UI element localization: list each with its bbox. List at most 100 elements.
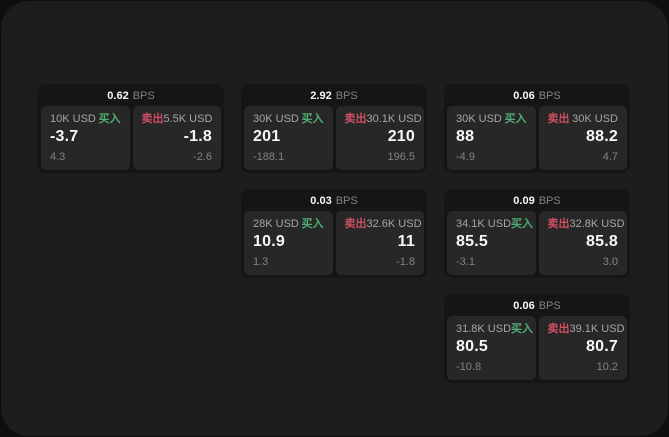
buy-panel-header: 31.8K USD 买入 xyxy=(456,323,533,336)
card-header: 0.06 BPS xyxy=(447,87,627,106)
card-header: 0.09 BPS xyxy=(447,192,627,211)
buy-quote-panel[interactable]: 31.8K USD 买入 80.5 -10.8 xyxy=(447,316,536,380)
bps-value: 0.06 xyxy=(513,90,535,102)
quote-card: 0.09 BPS 34.1K USD 买入 85.5 -3.1 卖出 32.8K… xyxy=(444,189,630,278)
sell-price: 210 xyxy=(387,128,415,145)
buy-panel-header: 10K USD 买入 xyxy=(50,113,121,126)
sell-side-tag: 卖出 xyxy=(344,218,367,230)
bps-unit-label: BPS xyxy=(335,90,358,102)
buy-delta: 4.3 xyxy=(50,151,66,163)
card-body: 34.1K USD 买入 85.5 -3.1 卖出 32.8K USD 85.8… xyxy=(447,211,627,275)
sell-panel-header: 卖出 32.8K USD xyxy=(547,218,625,231)
buy-price: -3.7 xyxy=(50,128,79,145)
buy-amount: 10K USD xyxy=(50,113,96,125)
buy-quote-panel[interactable]: 28K USD 买入 10.9 1.3 xyxy=(244,211,333,275)
buy-side-tag: 买入 xyxy=(504,113,527,125)
buy-amount: 31.8K USD xyxy=(456,323,512,335)
quotes-grid: 0.62 BPS 10K USD 买入 -3.7 4.3 卖出 5.5K USD… xyxy=(38,84,630,383)
card-body: 10K USD 买入 -3.7 4.3 卖出 5.5K USD -1.8 -2.… xyxy=(41,106,221,170)
sell-quote-panel[interactable]: 卖出 32.8K USD 85.8 3.0 xyxy=(538,211,627,275)
buy-quote-panel[interactable]: 30K USD 买入 88 -4.9 xyxy=(447,106,536,170)
quote-card: 2.92 BPS 30K USD 买入 201 -188.1 卖出 30.1K … xyxy=(241,84,427,173)
sell-price: -1.8 xyxy=(183,128,212,145)
card-header: 0.06 BPS xyxy=(447,297,627,316)
buy-delta: -4.9 xyxy=(456,151,475,163)
sell-quote-panel[interactable]: 卖出 30K USD 88.2 4.7 xyxy=(538,106,627,170)
sell-delta: -2.6 xyxy=(193,151,212,163)
card-header: 0.62 BPS xyxy=(41,87,221,106)
sell-delta: 10.2 xyxy=(596,361,618,373)
buy-delta: -3.1 xyxy=(456,256,475,268)
sell-side-tag: 卖出 xyxy=(141,113,164,125)
bps-value: 0.09 xyxy=(513,195,535,207)
card-body: 30K USD 买入 88 -4.9 卖出 30K USD 88.2 4.7 xyxy=(447,106,627,170)
sell-side-tag: 卖出 xyxy=(547,113,570,125)
bps-value: 0.62 xyxy=(107,90,129,102)
buy-price: 80.5 xyxy=(456,338,488,355)
sell-amount: 5.5K USD xyxy=(163,113,213,125)
bps-unit-label: BPS xyxy=(538,300,561,312)
buy-delta: 1.3 xyxy=(253,256,269,268)
buy-side-tag: 买入 xyxy=(301,113,324,125)
card-body: 31.8K USD 买入 80.5 -10.8 卖出 39.1K USD 80.… xyxy=(447,316,627,380)
buy-side-tag: 买入 xyxy=(511,323,534,335)
sell-panel-header: 卖出 5.5K USD xyxy=(142,113,213,126)
card-body: 28K USD 买入 10.9 1.3 卖出 32.6K USD 11 -1.8 xyxy=(244,211,424,275)
bps-value: 0.03 xyxy=(310,195,332,207)
sell-delta: -1.8 xyxy=(396,256,415,268)
buy-quote-panel[interactable]: 34.1K USD 买入 85.5 -3.1 xyxy=(447,211,536,275)
bps-value: 2.92 xyxy=(310,90,332,102)
bps-unit-label: BPS xyxy=(538,90,561,102)
card-header: 2.92 BPS xyxy=(244,87,424,106)
quote-card: 0.06 BPS 30K USD 买入 88 -4.9 卖出 30K USD 8… xyxy=(444,84,630,173)
buy-amount: 30K USD xyxy=(456,113,502,125)
sell-side-tag: 卖出 xyxy=(547,323,570,335)
buy-panel-header: 34.1K USD 买入 xyxy=(456,218,533,231)
buy-quote-panel[interactable]: 30K USD 买入 201 -188.1 xyxy=(244,106,333,170)
sell-amount: 39.1K USD xyxy=(569,323,625,335)
bps-value: 0.06 xyxy=(513,300,535,312)
sell-side-tag: 卖出 xyxy=(344,113,367,125)
buy-panel-header: 30K USD 买入 xyxy=(456,113,527,126)
buy-delta: -188.1 xyxy=(253,151,285,163)
sell-delta: 196.5 xyxy=(387,151,415,163)
buy-amount: 28K USD xyxy=(253,218,299,230)
bps-unit-label: BPS xyxy=(335,195,358,207)
sell-price: 88.2 xyxy=(586,128,618,145)
sell-amount: 30K USD xyxy=(572,113,618,125)
sell-panel-header: 卖出 32.6K USD xyxy=(344,218,422,231)
buy-price: 10.9 xyxy=(253,233,285,250)
sell-price: 85.8 xyxy=(586,233,618,250)
buy-panel-header: 30K USD 买入 xyxy=(253,113,324,126)
sell-price: 80.7 xyxy=(586,338,618,355)
sell-panel-header: 卖出 39.1K USD xyxy=(547,323,625,336)
buy-price: 85.5 xyxy=(456,233,488,250)
buy-quote-panel[interactable]: 10K USD 买入 -3.7 4.3 xyxy=(41,106,130,170)
buy-amount: 34.1K USD xyxy=(456,218,512,230)
sell-quote-panel[interactable]: 卖出 30.1K USD 210 196.5 xyxy=(335,106,424,170)
buy-side-tag: 买入 xyxy=(98,113,121,125)
sell-side-tag: 卖出 xyxy=(547,218,570,230)
buy-price: 201 xyxy=(253,128,281,145)
sell-quote-panel[interactable]: 卖出 39.1K USD 80.7 10.2 xyxy=(538,316,627,380)
buy-side-tag: 买入 xyxy=(511,218,534,230)
buy-price: 88 xyxy=(456,128,475,145)
quote-card: 0.62 BPS 10K USD 买入 -3.7 4.3 卖出 5.5K USD… xyxy=(38,84,224,173)
sell-delta: 4.7 xyxy=(602,151,618,163)
buy-side-tag: 买入 xyxy=(301,218,324,230)
sell-panel-header: 卖出 30K USD xyxy=(548,113,619,126)
sell-quote-panel[interactable]: 卖出 32.6K USD 11 -1.8 xyxy=(335,211,424,275)
card-header: 0.03 BPS xyxy=(244,192,424,211)
sell-delta: 3.0 xyxy=(602,256,618,268)
buy-panel-header: 28K USD 买入 xyxy=(253,218,324,231)
bps-unit-label: BPS xyxy=(538,195,561,207)
bps-unit-label: BPS xyxy=(132,90,155,102)
sell-amount: 32.6K USD xyxy=(366,218,422,230)
sell-panel-header: 卖出 30.1K USD xyxy=(344,113,422,126)
buy-delta: -10.8 xyxy=(456,361,482,373)
quote-card: 0.03 BPS 28K USD 买入 10.9 1.3 卖出 32.6K US… xyxy=(241,189,427,278)
sell-price: 11 xyxy=(397,233,415,250)
card-body: 30K USD 买入 201 -188.1 卖出 30.1K USD 210 1… xyxy=(244,106,424,170)
sell-quote-panel[interactable]: 卖出 5.5K USD -1.8 -2.6 xyxy=(132,106,221,170)
